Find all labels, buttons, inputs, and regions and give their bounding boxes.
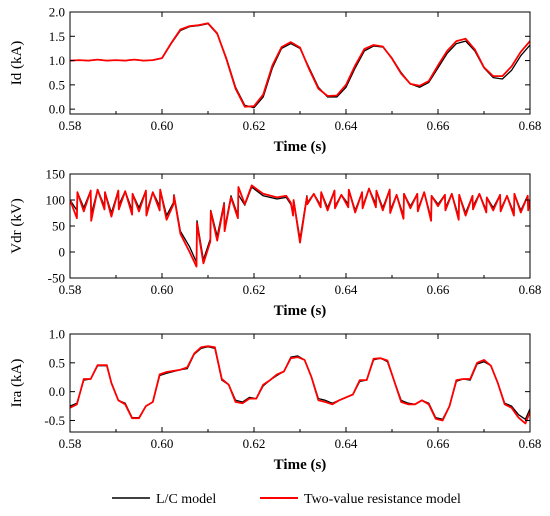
y-tick-label: 0.0 — [49, 102, 65, 117]
x-tick-label: 0.58 — [59, 436, 82, 451]
x-tick-label: 0.58 — [59, 282, 82, 297]
y-tick-label: 1.0 — [49, 53, 65, 68]
y-tick-label: 0 — [59, 245, 66, 260]
x-tick-label: 0.64 — [335, 282, 358, 297]
y-tick-label: 0.5 — [49, 77, 65, 92]
panel-ira-current: 0.58 0.60 0.62 0.64 0.66 0.68 -0.5 0.0 0.5 1.0 Tim… — [9, 327, 541, 474]
plot-frame — [69, 173, 531, 279]
x-tick-label: 0.66 — [427, 282, 450, 297]
series-line-lc-model — [70, 23, 530, 109]
series-line-two-value-model — [70, 345, 530, 425]
plot-frame — [69, 11, 531, 115]
y-tick-label: 0.0 — [49, 384, 65, 399]
y-tick-label: 100 — [46, 193, 66, 208]
x-tick-label: 0.60 — [151, 118, 174, 133]
y-tick-label: 50 — [52, 219, 65, 234]
x-tick-label: 0.62 — [243, 436, 266, 451]
x-tick-label: 0.68 — [519, 118, 542, 133]
x-tick-label: 0.62 — [243, 118, 266, 133]
x-tick-label: 0.66 — [427, 118, 450, 133]
legend: L/C model Two-value resistance model — [112, 492, 461, 507]
x-axis-label: Time (s) — [274, 303, 327, 319]
y-tick-label: -0.5 — [44, 413, 65, 428]
panel-vdr-voltage: 0.58 0.60 0.62 0.64 0.66 0.68 -50 0 50 100 150 Time… — [9, 167, 541, 320]
x-tick-label: 0.66 — [427, 436, 450, 451]
legend-label-two-value-model: Two-value resistance model — [304, 492, 461, 507]
series-line-two-value-model — [70, 22, 530, 108]
y-tick-label: 1.0 — [49, 327, 65, 342]
y-tick-label: 150 — [46, 167, 66, 182]
x-tick-label: 0.68 — [519, 282, 542, 297]
x-axis-label: Time (s) — [274, 457, 327, 473]
series-line-two-value-model — [70, 184, 530, 268]
x-tick-label: 0.58 — [59, 118, 82, 133]
x-axis-label: Time (s) — [274, 139, 327, 155]
x-tick-label: 0.68 — [519, 436, 542, 451]
legend-label-lc-model: L/C model — [156, 492, 216, 507]
x-tick-label: 0.60 — [151, 282, 174, 297]
x-tick-label: 0.62 — [243, 282, 266, 297]
y-tick-label: 2.0 — [49, 5, 65, 20]
y-tick-label: -50 — [48, 271, 65, 286]
y-axis-label: Vdr (kV) — [9, 198, 25, 253]
y-axis-label: Id (kA) — [9, 41, 25, 86]
y-tick-label: 1.5 — [49, 29, 65, 44]
x-tick-label: 0.64 — [335, 436, 358, 451]
y-tick-label: 0.5 — [49, 355, 65, 370]
x-tick-label: 0.64 — [335, 118, 358, 133]
x-tick-label: 0.60 — [151, 436, 174, 451]
panel-id-current: 0.58 0.60 0.62 0.64 0.66 0.68 0.0 0.5 1.0 1.5 2.0 T… — [9, 5, 541, 156]
y-axis-label: Ira (kA) — [9, 359, 25, 408]
